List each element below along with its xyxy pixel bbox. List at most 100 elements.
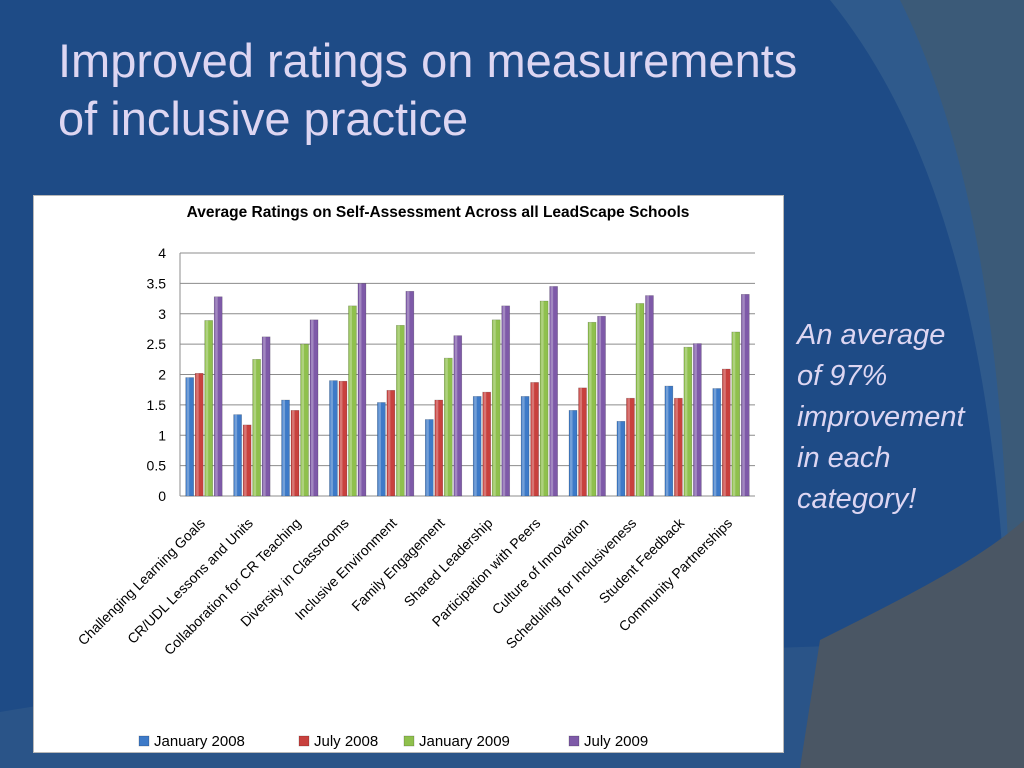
bar-january-2008 (424, 419, 434, 497)
bar-january-2008 (185, 377, 195, 497)
bar-january-2009 (443, 357, 453, 497)
bar-july-2008 (578, 387, 587, 497)
bar-highlight (541, 300, 544, 496)
bar-january-2008 (568, 410, 578, 497)
bar-highlight (263, 336, 266, 496)
legend-label: July 2008 (314, 733, 378, 750)
bar-july-2009 (357, 283, 367, 497)
bar-highlight (387, 390, 391, 496)
bar-highlight (684, 347, 688, 496)
chart-y-axis: 0 0.5 1 1.5 2 2.5 3 3.5 4 (147, 245, 167, 504)
bar-highlight (531, 382, 535, 496)
bar-highlight (493, 319, 496, 496)
chart-bars (185, 283, 750, 497)
chart-container: Average Ratings on Self-Assessment Acros… (33, 195, 784, 753)
legend-label: July 2009 (584, 733, 648, 750)
bar-highlight (723, 369, 726, 496)
bar-highlight (579, 387, 583, 496)
bar-july-2009 (213, 296, 223, 497)
x-tick-label: Shared Leadership (401, 515, 496, 610)
legend-swatch (403, 735, 415, 747)
bar-highlight (732, 331, 736, 496)
legend-swatch (568, 735, 580, 747)
bar-january-2008 (616, 420, 626, 497)
y-tick-label: 3 (158, 306, 166, 322)
bar-highlight (646, 295, 649, 496)
bar-highlight (234, 414, 238, 496)
bar-january-2008 (712, 388, 722, 497)
bar-highlight (426, 419, 429, 496)
callout-line-1: An average (797, 319, 946, 351)
bar-july-2008 (482, 391, 492, 497)
bar-july-2008 (338, 380, 348, 497)
bar-highlight (358, 283, 362, 496)
background-corner-shape (800, 520, 1024, 768)
slide-title-line-2: of inclusive practice (58, 92, 469, 145)
y-tick-label: 3.5 (147, 275, 167, 291)
bar-july-2008 (386, 389, 396, 497)
bar-highlight (339, 381, 343, 496)
y-tick-label: 0.5 (147, 458, 167, 474)
callout-line-4: in each (797, 442, 891, 474)
bar-july-2009 (453, 335, 463, 497)
bar-highlight (617, 421, 621, 496)
bar-highlight (311, 319, 314, 496)
legend-label: January 2008 (154, 733, 245, 750)
bar-july-2008 (674, 397, 683, 497)
bar-july-2009 (693, 343, 702, 497)
bar-january-2009 (348, 305, 357, 497)
bar-july-2008 (530, 382, 539, 497)
bar-highlight (742, 294, 745, 496)
bar-highlight (205, 320, 209, 496)
slide-title-line-1: Improved ratings on measurements (58, 34, 798, 87)
bar-january-2008 (472, 396, 482, 497)
x-tick-label: Family Engagement (348, 515, 447, 614)
bar-highlight (435, 400, 439, 496)
y-tick-label: 4 (158, 245, 166, 261)
bar-highlight (665, 386, 669, 496)
y-tick-label: 1 (158, 427, 166, 443)
bar-january-2008 (281, 399, 290, 497)
legend-swatch (138, 735, 150, 747)
chart-gridlines (179, 252, 755, 497)
bar-july-2008 (721, 368, 731, 497)
bar-highlight (349, 305, 352, 496)
slide-title: Improved ratings on measurements of incl… (58, 32, 958, 148)
bar-july-2008 (626, 397, 635, 497)
bar-january-2008 (377, 402, 386, 497)
bar-july-2008 (290, 410, 300, 497)
bar-july-2009 (549, 286, 558, 497)
bar-highlight (483, 392, 487, 496)
callout-line-3: improvement (797, 401, 965, 433)
bar-july-2009 (597, 315, 606, 497)
background-arc-right (900, 0, 1024, 768)
bar-january-2008 (520, 396, 530, 497)
bar-january-2009 (587, 321, 597, 497)
bar-january-2009 (539, 300, 549, 497)
bar-highlight (713, 388, 717, 496)
bar-highlight (397, 325, 400, 496)
bar-january-2008 (329, 380, 338, 497)
callout-line-2: of 97% (797, 360, 888, 392)
callout-line-5: category! (797, 483, 917, 515)
bar-january-2009 (635, 303, 645, 497)
legend-label: January 2009 (419, 733, 510, 750)
bar-july-2009 (501, 305, 511, 497)
bar-highlight (292, 410, 295, 496)
bar-july-2008 (194, 372, 204, 497)
chart-title: Average Ratings on Self-Assessment Acros… (187, 204, 690, 221)
bar-highlight (445, 358, 448, 496)
bar-highlight (675, 398, 678, 496)
bar-highlight (215, 296, 218, 496)
bar-july-2008 (434, 399, 444, 497)
y-tick-label: 2.5 (147, 336, 167, 352)
bar-highlight (406, 291, 410, 496)
bar-january-2009 (491, 319, 501, 497)
bar-january-2009 (396, 324, 405, 497)
y-tick-label: 2 (158, 367, 166, 383)
bar-july-2008 (242, 424, 252, 497)
legend-swatch (298, 735, 310, 747)
bar-highlight (589, 322, 592, 496)
bar-highlight (301, 344, 305, 496)
